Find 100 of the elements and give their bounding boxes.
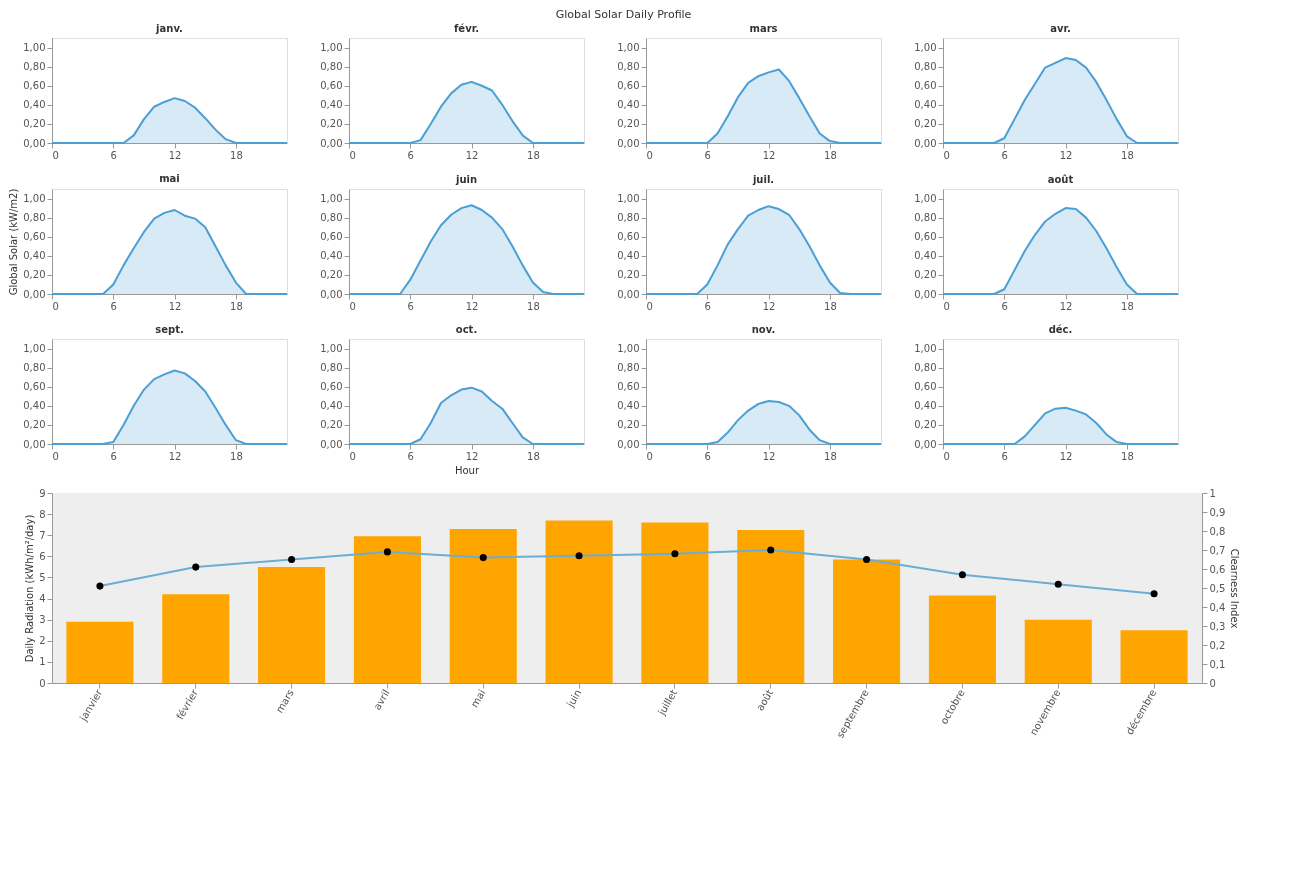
- x-tick-label: 12: [762, 300, 776, 312]
- x-tick-label: 18: [1121, 149, 1134, 161]
- x-tick-label: 18: [824, 300, 837, 312]
- y2-tick-label: 0,6: [1209, 563, 1226, 575]
- y-tick-label: 0,80: [320, 362, 343, 374]
- y-tick-label: 0,20: [617, 419, 640, 431]
- y-tick-label: 0,00: [914, 137, 937, 149]
- y-tick-label: 1,00: [914, 42, 937, 54]
- y-tick-label: 0,80: [320, 212, 343, 224]
- y-tick-label: 1,00: [23, 343, 46, 355]
- y-tick-label: 0,60: [914, 80, 937, 92]
- bar: [353, 536, 421, 683]
- x-tick-label: 12: [1059, 149, 1073, 161]
- y2-tick-label: 0,2: [1209, 639, 1226, 651]
- y-tick-label: 0,60: [320, 381, 343, 393]
- y-tick-label: 0,40: [617, 250, 640, 262]
- x-tick-label: 12: [465, 450, 479, 462]
- y-tick-label: 0,40: [320, 99, 343, 111]
- y-tick-label: 4: [39, 593, 46, 605]
- y-tick-label: 0,40: [914, 99, 937, 111]
- text: Global Solar Daily Profile: [555, 7, 692, 21]
- y-tick-label: 1,00: [320, 193, 343, 205]
- y-tick-label: 0,00: [914, 288, 937, 300]
- chart-title: juil.: [751, 174, 775, 185]
- y-tick-label: 0,40: [914, 400, 937, 412]
- y-tick-label: 0,00: [617, 137, 640, 149]
- y-tick-label: 0,80: [914, 362, 937, 374]
- y-tick-label: 0,20: [320, 419, 343, 431]
- y2-tick-label: 1: [1209, 487, 1216, 499]
- y-tick-label: 0,00: [320, 288, 343, 300]
- x-tick-label: 18: [1121, 300, 1134, 312]
- bar: [833, 559, 901, 683]
- x-tick-label: 0: [943, 149, 950, 161]
- y-tick-label: 0,00: [320, 438, 343, 450]
- y-tick-label: 0,80: [617, 212, 640, 224]
- y-tick-label: 1,00: [320, 42, 343, 54]
- y2-tick-label: 0: [1209, 677, 1216, 689]
- x-tick-label: 6: [1001, 149, 1008, 161]
- x-tick-label: 6: [110, 300, 117, 312]
- x-tick-label: 6: [407, 300, 414, 312]
- bar: [928, 595, 996, 683]
- bar: [641, 522, 709, 683]
- bar: [1024, 619, 1092, 683]
- y-tick-label: 0,40: [914, 250, 937, 262]
- y-tick-label: 0,60: [617, 381, 640, 393]
- x-tick-label: 6: [110, 149, 117, 161]
- y-tick-label: 0,80: [320, 61, 343, 73]
- y-tick-label: 0,20: [914, 118, 937, 130]
- x-tick-label: 0: [646, 300, 653, 312]
- y-tick-label: 0,80: [617, 362, 640, 374]
- y-tick-label: 0,20: [914, 269, 937, 281]
- y-tick-label: 0,40: [320, 250, 343, 262]
- x-tick-label: 0: [646, 149, 653, 161]
- y-tick-label: 0,60: [23, 80, 46, 92]
- x-tick-label: 0: [52, 149, 59, 161]
- x-tick-label: 0: [349, 300, 356, 312]
- y2-tick-label: 0,5: [1209, 582, 1226, 594]
- y-tick-label: 2: [39, 635, 46, 647]
- x-tick-label: 6: [704, 300, 711, 312]
- y-tick-label: 0,60: [320, 80, 343, 92]
- y-tick-label: 0,20: [23, 269, 46, 281]
- chart-title: sept.: [155, 324, 184, 335]
- y-tick-label: 0,60: [320, 231, 343, 243]
- y2-axis-title: Clearness Index: [1229, 548, 1241, 629]
- y-tick-label: 1,00: [617, 193, 640, 205]
- y-tick-label: 0,60: [23, 231, 46, 243]
- bar: [449, 528, 517, 683]
- y-tick-label: 0,60: [617, 231, 640, 243]
- y-tick-label: 0,00: [23, 288, 46, 300]
- bar: [1120, 630, 1188, 683]
- chart-title: août: [1047, 174, 1074, 185]
- chart-title: nov.: [751, 324, 776, 335]
- x-tick-label: 18: [527, 450, 540, 462]
- y-tick-label: 9: [39, 487, 46, 499]
- y-tick-label: 1,00: [914, 343, 937, 355]
- x-tick-label: 6: [704, 149, 711, 161]
- y-tick-label: 3: [39, 614, 46, 626]
- x-tick-label: 18: [230, 149, 243, 161]
- y-tick-label: 0,60: [617, 80, 640, 92]
- y-tick-label: 0,60: [914, 381, 937, 393]
- x-tick-label: 6: [1001, 450, 1008, 462]
- x-tick-label: 18: [1121, 450, 1134, 462]
- bar: [737, 529, 805, 683]
- y-tick-label: 6: [39, 550, 46, 562]
- y-tick-label: 5: [39, 571, 46, 583]
- y-tick-label: 0,00: [914, 438, 937, 450]
- x-tick-label: 0: [349, 450, 356, 462]
- y2-tick-label: 0,1: [1209, 658, 1226, 670]
- x-tick-label: 18: [230, 450, 243, 462]
- y-tick-label: 1,00: [914, 193, 937, 205]
- y-tick-label: 0,00: [617, 438, 640, 450]
- y-tick-label: 0,80: [617, 61, 640, 73]
- x-tick-label: 12: [1059, 300, 1073, 312]
- x-tick-label: 0: [52, 450, 59, 462]
- bar: [258, 566, 326, 683]
- y-tick-label: 0,80: [914, 212, 937, 224]
- x-tick-label: 0: [349, 149, 356, 161]
- x-tick-label: 6: [407, 149, 414, 161]
- y-tick-label: 1,00: [23, 193, 46, 205]
- y-tick-label: 0,00: [320, 137, 343, 149]
